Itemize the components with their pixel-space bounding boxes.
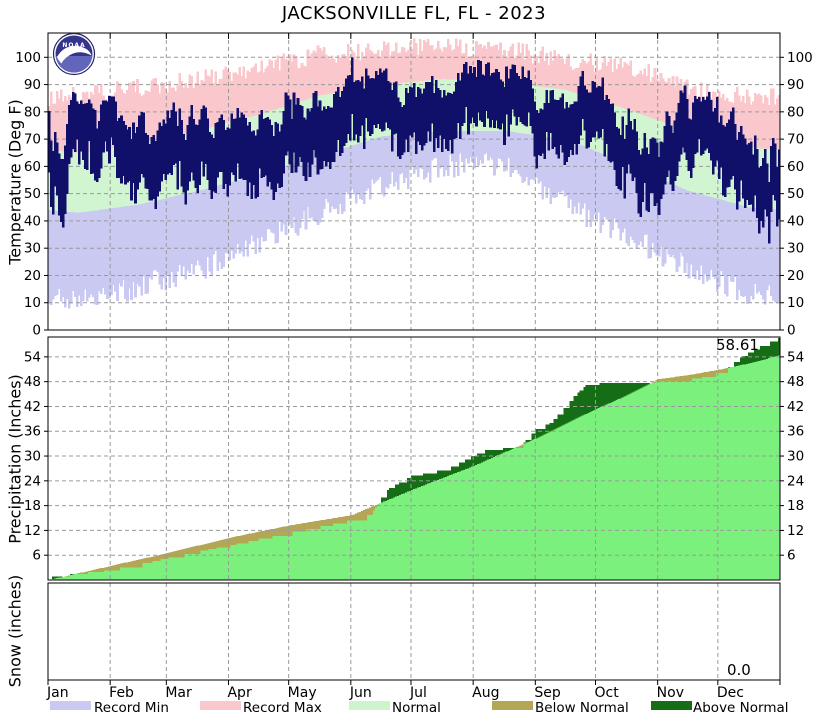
- tick-label: 42: [787, 399, 804, 415]
- tick-label: 40: [787, 213, 804, 229]
- tick-label: 24: [24, 473, 41, 489]
- tick-label: 20: [24, 268, 41, 284]
- legend-swatch: [50, 701, 91, 710]
- legend-item-record-min: Record Min: [50, 700, 169, 716]
- tick-label: 54: [24, 349, 41, 365]
- precipitation-axis-label: Precipitation (Inches): [5, 374, 25, 544]
- temperature-panel-border: [47, 32, 781, 331]
- tick-label: 90: [24, 77, 41, 93]
- tick-label: Nov: [657, 685, 684, 701]
- tick-label: 100: [787, 50, 813, 66]
- axis-ticks: [44, 33, 784, 685]
- tick-label: 40: [24, 213, 41, 229]
- precipitation-panel-border: [47, 336, 781, 581]
- tick-label: Aug: [472, 685, 499, 701]
- precipitation-total-value: 58.61: [716, 336, 759, 354]
- snow-panel-border: [47, 582, 781, 681]
- tick-label: 60: [24, 159, 41, 175]
- tick-label: 36: [787, 424, 804, 440]
- tick-label: 20: [787, 268, 804, 284]
- snow-gridlines: [109, 583, 719, 680]
- legend-item-above-normal: Above Normal: [651, 700, 789, 716]
- temperature-actual-bars: [48, 57, 780, 244]
- tick-label: Jan: [46, 685, 69, 701]
- tick-label: 18: [787, 498, 804, 514]
- snow-total-value: 0.0: [727, 661, 751, 679]
- tick-label: Normal: [392, 700, 441, 716]
- tick-label: Sep: [534, 685, 561, 701]
- tick-label: May: [288, 685, 317, 701]
- chart-legend: Record Min Record Max Normal Below Normal Ab…: [50, 700, 789, 716]
- legend-swatch: [492, 701, 533, 710]
- legend-item-record-max: Record Max: [200, 700, 322, 716]
- tick-label: 0: [32, 323, 41, 339]
- legend-swatch: [349, 701, 390, 710]
- tick-label: Record Min: [94, 700, 169, 716]
- tick-label: Below Normal: [535, 700, 629, 716]
- tick-label: 48: [787, 374, 804, 390]
- noaa-logo-text: NOAA: [62, 42, 85, 49]
- tick-label: 30: [24, 449, 41, 465]
- precipitation-gridlines: [48, 337, 780, 580]
- tick-label: 60: [787, 159, 804, 175]
- tick-label: 6: [787, 548, 796, 564]
- tick-label: 6: [32, 548, 41, 564]
- snow-axis-label: Snow (inches): [5, 574, 25, 688]
- tick-label: Feb: [109, 685, 134, 701]
- tick-label: Above Normal: [693, 700, 789, 716]
- tick-label: Mar: [165, 685, 192, 701]
- tick-label: 80: [24, 104, 41, 120]
- legend-swatch: [200, 701, 241, 710]
- tick-label: 0: [787, 323, 796, 339]
- precipitation-area: [50, 337, 780, 580]
- tick-label: 36: [24, 424, 41, 440]
- tick-label: 24: [787, 473, 804, 489]
- tick-label: 70: [787, 132, 804, 148]
- tick-label: Jun: [349, 685, 372, 701]
- tick-label: 48: [24, 374, 41, 390]
- tick-label: 30: [24, 241, 41, 257]
- temperature-axis-label: Temperature (Deg F): [5, 99, 25, 265]
- tick-label: Apr: [227, 685, 251, 701]
- noaa-logo: NOAA: [52, 32, 96, 76]
- tick-label: 54: [787, 349, 804, 365]
- tick-label: Dec: [717, 685, 744, 701]
- tick-label: 100: [15, 50, 41, 66]
- tick-label: 50: [787, 186, 804, 202]
- tick-label: 12: [24, 523, 41, 539]
- tick-label: 10: [24, 295, 41, 311]
- tick-label: 18: [24, 498, 41, 514]
- legend-item-normal: Normal: [349, 700, 441, 716]
- tick-label: 12: [787, 523, 804, 539]
- tick-label: 10: [787, 295, 804, 311]
- page-title: JACKSONVILLE FL, FL - 2023: [281, 3, 547, 24]
- tick-label: 50: [24, 186, 41, 202]
- tick-label: Record Max: [243, 700, 322, 716]
- legend-item-below-normal: Below Normal: [492, 700, 629, 716]
- tick-label: 70: [24, 132, 41, 148]
- tick-labels: 0 0 10 10 20 20 30 30 40 40 50 50 60 60 70 70 80 80 90 90 10…: [15, 50, 813, 701]
- tick-label: Jul: [409, 685, 427, 701]
- legend-swatch: [651, 701, 692, 710]
- tick-label: 90: [787, 77, 804, 93]
- tick-label: Oct: [594, 685, 619, 701]
- tick-label: 42: [24, 399, 41, 415]
- tick-label: 30: [787, 449, 804, 465]
- tick-label: 80: [787, 104, 804, 120]
- tick-label: 30: [787, 241, 804, 257]
